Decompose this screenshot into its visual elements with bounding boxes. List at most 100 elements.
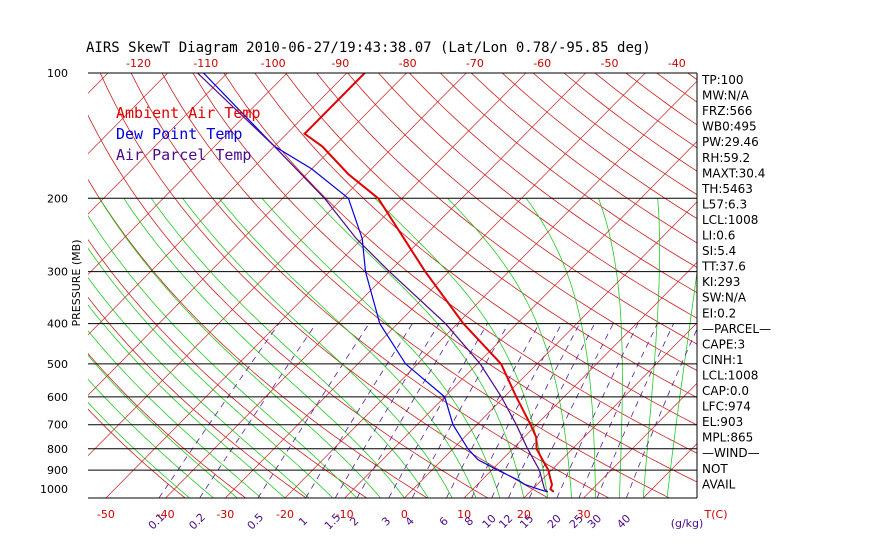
dry-adiabat-line: [316, 73, 697, 372]
isotherm-line: [523, 322, 697, 498]
index-line: WB0:495: [702, 120, 757, 134]
isotherm-line: [88, 73, 228, 215]
moist-adiabat-line: [88, 277, 310, 498]
bottom-temp-tick-label: 20: [517, 508, 531, 521]
index-line: EL:903: [702, 415, 743, 429]
series-line-air-parcel-temp: [197, 73, 549, 493]
isotherm-line: [583, 382, 697, 498]
index-line: TP:100: [701, 73, 744, 87]
isotherm-line: [165, 73, 586, 498]
dry-adiabat-line: [656, 73, 697, 103]
moist-adiabat-line: [123, 198, 405, 498]
mixing-ratio-line: [578, 323, 658, 498]
mixing-ratio-line: [508, 323, 596, 498]
index-line: TT:37.6: [701, 260, 746, 274]
index-line: CAP:0.0: [702, 384, 749, 398]
index-line: SW:N/A: [702, 291, 747, 305]
isotherm-line: [105, 73, 527, 498]
index-line: AVAIL: [702, 477, 736, 491]
dry-adiabat-line: [409, 73, 697, 294]
index-line: LCL:1008: [702, 368, 758, 382]
moist-adiabat-line: [598, 198, 623, 498]
mixing-ratio-line: [158, 323, 280, 498]
pressure-tick-label: 400: [47, 318, 68, 331]
mixing-ratio-line: [199, 323, 317, 498]
mixing-ratio-label: 6: [437, 514, 451, 528]
moist-adiabat-line: [88, 304, 286, 498]
moist-adiabat-line: [666, 268, 697, 498]
mixing-ratio-line: [257, 323, 370, 498]
top-temp-tick-label: -110: [193, 57, 218, 70]
isotherm-line: [284, 80, 697, 498]
top-temp-tick-label: -100: [261, 57, 286, 70]
mixing-ratio-line: [446, 323, 540, 498]
y-axis-title: PRESSURE (MB): [70, 240, 83, 327]
isotherm-line: [88, 73, 467, 457]
dry-adiabat-line: [161, 73, 670, 498]
x-axis-unit-label: T(C): [704, 508, 728, 521]
mixing-ratio-line: [388, 323, 488, 498]
moist-adiabat-line: [88, 354, 238, 498]
isotherm-line: [88, 73, 109, 94]
dry-adiabat-line: [440, 73, 697, 269]
index-line: —PARCEL—: [702, 322, 771, 336]
dry-adiabat-line: [130, 73, 610, 498]
isotherm-line: [404, 201, 697, 498]
plot-area: [88, 73, 870, 498]
moist-adiabat-line: [88, 215, 357, 498]
index-line: LFC:974: [702, 400, 751, 414]
index-line: PW:29.46: [702, 135, 759, 149]
mixing-ratio-label: 3: [379, 514, 393, 528]
index-line: KI:293: [702, 275, 740, 289]
bottom-temp-tick-label: -20: [276, 508, 294, 521]
mixing-ratio-label: 0.2: [186, 511, 208, 533]
top-temp-tick-label: -80: [399, 57, 417, 70]
legend-item: Air Parcel Temp: [116, 146, 251, 164]
mixing-ratio-line: [528, 323, 614, 498]
isotherm-line: [88, 73, 168, 155]
mixing-ratio-unit-label: (g/kg): [671, 517, 704, 530]
moist-adiabat-line: [88, 378, 214, 498]
index-line: NOT: [702, 462, 728, 476]
moist-adiabat-line: [98, 198, 381, 498]
mixing-ratio-line: [356, 323, 460, 498]
pressure-tick-label: 100: [47, 67, 68, 80]
index-line: —WIND—: [702, 446, 760, 460]
bottom-temp-tick-label: -40: [157, 508, 175, 521]
isotherm-line: [763, 73, 870, 498]
pressure-tick-label: 200: [47, 192, 68, 205]
top-temp-tick-label: -120: [126, 57, 151, 70]
isotherm-line: [463, 261, 697, 498]
bottom-temp-tick-label: -50: [97, 508, 115, 521]
top-temp-tick-label: -50: [601, 57, 619, 70]
mixing-ratio-line: [305, 323, 413, 498]
index-line: LCL:1008: [702, 213, 758, 227]
pressure-tick-label: 700: [47, 419, 68, 432]
bottom-temp-tick-label: -10: [336, 508, 354, 521]
bottom-temp-tick-label: 10: [457, 508, 471, 521]
mixing-ratio-line: [625, 328, 697, 498]
chart-title: AIRS SkewT Diagram 2010-06-27/19:43:38.0…: [86, 40, 651, 56]
moist-adiabat-line: [150, 198, 429, 498]
isotherm-line: [88, 73, 348, 336]
index-line: TH:5463: [701, 182, 753, 196]
mixing-ratio-line: [334, 323, 440, 498]
index-line: EI:0.2: [702, 306, 736, 320]
moist-adiabat-line: [88, 401, 190, 498]
bottom-temp-tick-label: -30: [216, 508, 234, 521]
plot-frame: [88, 72, 698, 499]
mixing-ratio-label: 0.5: [245, 511, 267, 533]
isotherm-line: [88, 73, 407, 396]
legend: Ambient Air Temp Dew Point Temp Air Parcel…: [116, 104, 261, 164]
dry-adiabat-line: [192, 73, 697, 483]
dry-adiabat-line: [88, 353, 246, 498]
dry-adiabat-line: [88, 114, 489, 498]
pressure-tick-label: 300: [47, 266, 68, 279]
moist-adiabat-line: [88, 330, 262, 498]
moist-adiabat-line: [525, 198, 596, 498]
dry-adiabat-line: [254, 73, 697, 426]
dry-adiabat-line: [88, 408, 186, 498]
series-line-dew-point-temp: [203, 73, 548, 493]
